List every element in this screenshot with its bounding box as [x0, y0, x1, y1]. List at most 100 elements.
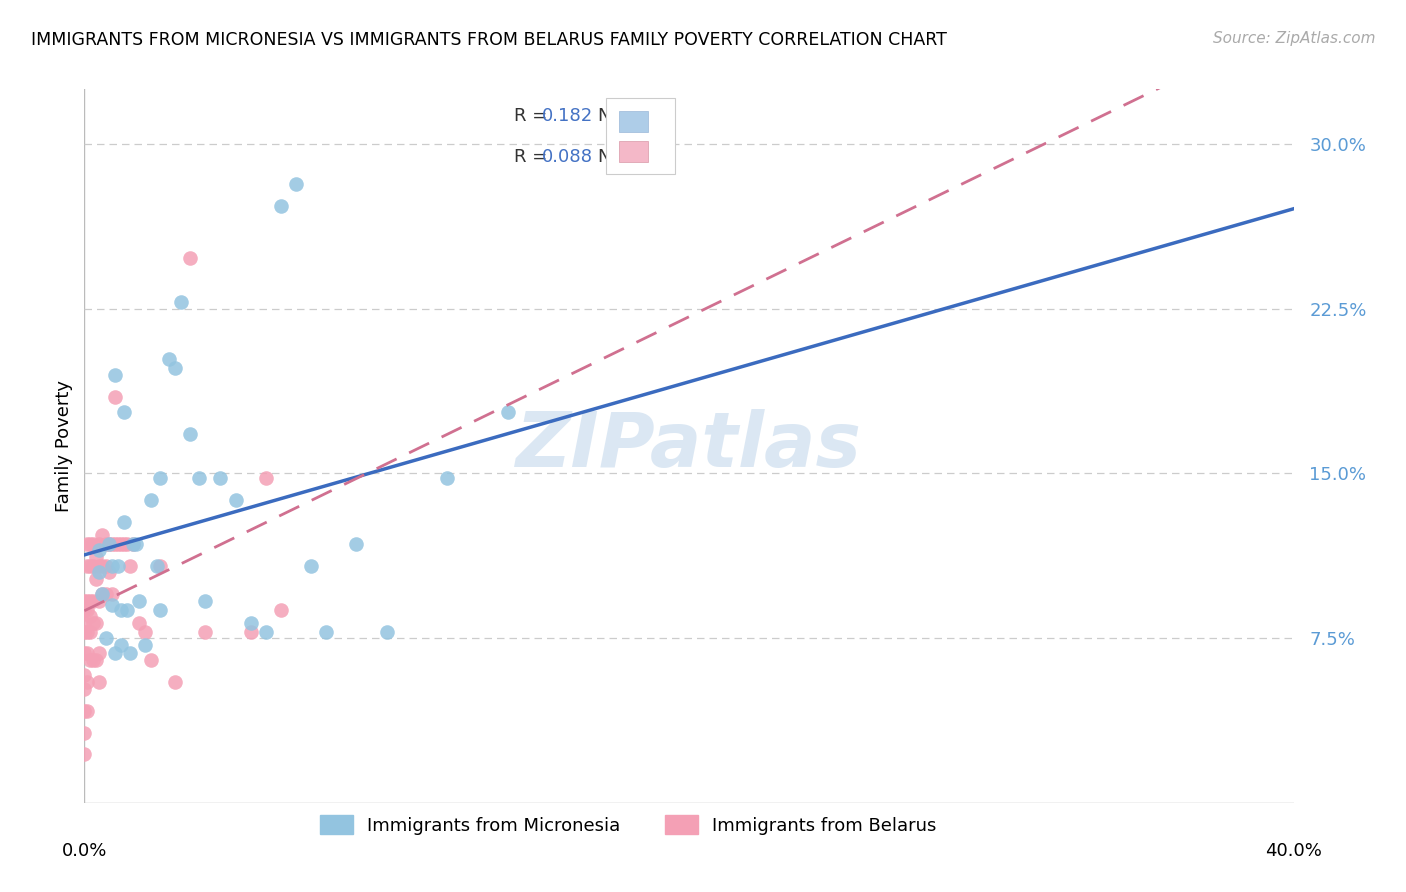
Point: [73, 602, 96, 616]
Point: [157, 352, 180, 367]
Point: [89, 558, 111, 573]
Point: [134, 624, 156, 639]
Text: N =: N =: [599, 107, 638, 125]
Text: R =: R =: [513, 107, 553, 125]
Point: [149, 602, 172, 616]
Point: [110, 537, 132, 551]
Point: [97, 537, 120, 551]
Point: [104, 537, 127, 551]
Point: [239, 615, 262, 630]
Point: [94, 631, 117, 645]
Point: [285, 177, 308, 191]
Point: [270, 602, 292, 616]
Point: [100, 558, 122, 573]
Point: [100, 598, 122, 612]
Text: R =: R =: [513, 148, 553, 166]
Point: [149, 558, 172, 573]
Point: [82, 594, 104, 608]
Point: [128, 615, 150, 630]
Point: [79, 537, 101, 551]
Point: [94, 537, 117, 551]
Point: [179, 426, 201, 441]
Point: [104, 390, 127, 404]
Point: [97, 537, 120, 551]
Text: 0.0%: 0.0%: [62, 842, 107, 860]
Point: [128, 594, 150, 608]
Point: [100, 587, 122, 601]
Point: [112, 537, 135, 551]
Point: [76, 624, 98, 639]
Point: [79, 594, 101, 608]
Point: [139, 492, 162, 507]
Point: [82, 558, 104, 573]
Point: [76, 537, 98, 551]
Point: [76, 647, 98, 661]
Text: 0.088: 0.088: [541, 148, 592, 166]
Point: [139, 653, 162, 667]
Point: [79, 558, 101, 573]
Point: [73, 704, 96, 718]
Point: [146, 558, 169, 573]
Text: 66: 66: [624, 148, 648, 166]
Point: [188, 471, 211, 485]
Point: [496, 405, 519, 419]
Text: N =: N =: [599, 148, 638, 166]
Point: [73, 615, 96, 630]
Point: [86, 572, 108, 586]
Point: [89, 566, 111, 580]
Point: [82, 537, 104, 551]
Point: [73, 668, 96, 682]
Y-axis label: Family Poverty: Family Poverty: [55, 380, 73, 512]
Point: [82, 615, 104, 630]
Text: Source: ZipAtlas.com: Source: ZipAtlas.com: [1212, 31, 1375, 46]
Point: [346, 537, 368, 551]
Point: [76, 602, 98, 616]
Text: ZIPatlas: ZIPatlas: [516, 409, 862, 483]
Point: [315, 624, 337, 639]
Point: [115, 537, 138, 551]
Point: [79, 624, 101, 639]
Point: [94, 587, 117, 601]
Point: [104, 647, 127, 661]
Point: [112, 405, 135, 419]
Point: [375, 624, 398, 639]
Point: [76, 704, 98, 718]
Point: [73, 647, 96, 661]
Point: [118, 558, 141, 573]
Point: [270, 198, 292, 212]
Point: [165, 675, 187, 690]
Point: [82, 653, 104, 667]
Point: [79, 609, 101, 624]
Point: [89, 543, 111, 558]
Point: [89, 675, 111, 690]
Point: [125, 537, 148, 551]
Point: [239, 624, 262, 639]
Point: [107, 558, 129, 573]
Point: [73, 725, 96, 739]
Point: [121, 537, 143, 551]
Point: [86, 615, 108, 630]
Point: [73, 681, 96, 696]
Point: [89, 594, 111, 608]
Point: [149, 471, 172, 485]
Text: 40.0%: 40.0%: [1265, 842, 1322, 860]
Point: [79, 653, 101, 667]
Point: [170, 295, 193, 310]
Point: [100, 537, 122, 551]
Point: [134, 638, 156, 652]
Point: [73, 747, 96, 762]
Point: [91, 587, 114, 601]
Text: 0.182: 0.182: [541, 107, 593, 125]
Point: [97, 566, 120, 580]
Point: [299, 558, 322, 573]
Point: [254, 624, 277, 639]
Point: [73, 594, 96, 608]
Point: [110, 638, 132, 652]
Point: [194, 624, 217, 639]
Point: [91, 558, 114, 573]
Point: [110, 602, 132, 616]
Point: [112, 515, 135, 529]
Point: [194, 594, 217, 608]
Text: IMMIGRANTS FROM MICRONESIA VS IMMIGRANTS FROM BELARUS FAMILY POVERTY CORRELATION: IMMIGRANTS FROM MICRONESIA VS IMMIGRANTS…: [31, 31, 946, 49]
Point: [94, 558, 117, 573]
